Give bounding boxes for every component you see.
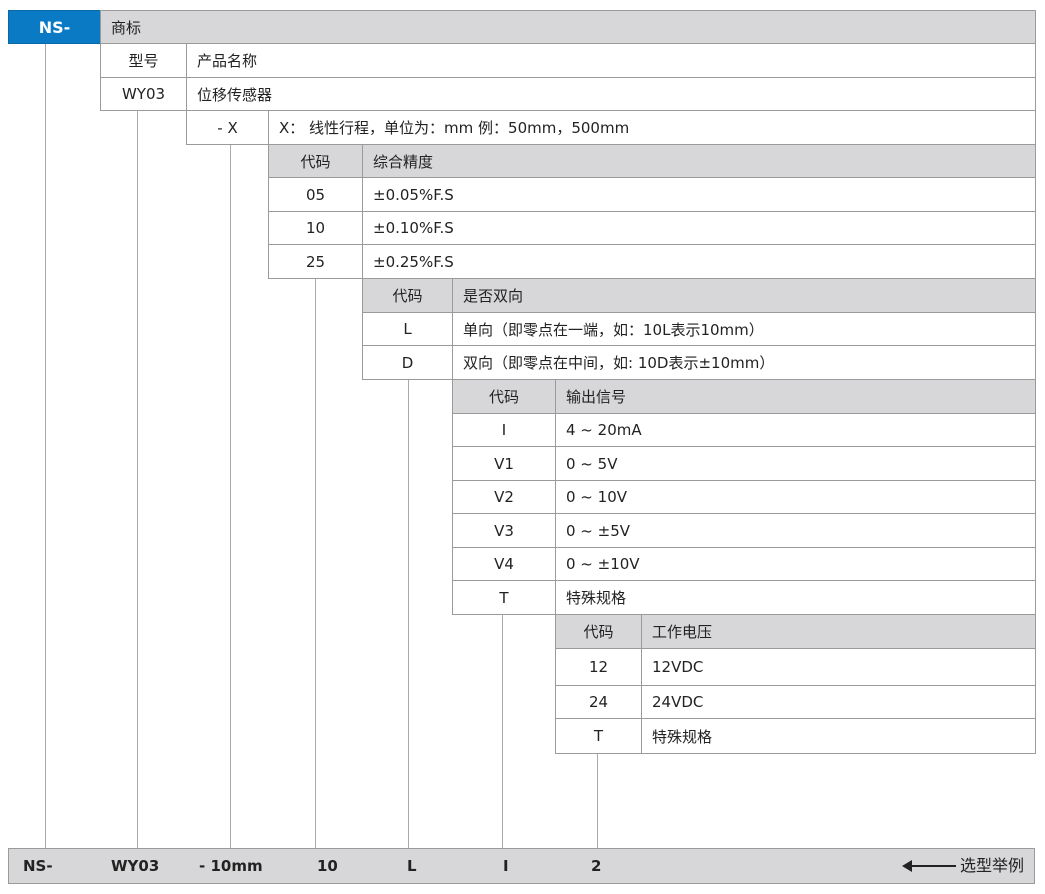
output-row-code: I [452,413,556,447]
example-label: 选型举例 [901,849,1024,883]
voltage-row-code: T [555,718,642,754]
direction-header-desc: 是否双向 [452,278,1036,313]
example-part: L [407,857,417,875]
voltage-header-desc: 工作电压 [641,614,1036,649]
voltage-header-code: 代码 [555,614,642,649]
direction-header-code: 代码 [362,278,453,313]
precision-row-desc: ±0.05%F.S [362,177,1036,212]
precision-row-code: 05 [268,177,363,212]
brand-label: 商标 [100,10,1036,44]
connector-line [408,379,409,848]
arrow-left-icon [901,860,956,872]
voltage-row-desc: 24VDC [641,685,1036,719]
example-bar: 选型举例 NS- WY03 - 10mm 10 L I 2 [8,848,1035,884]
voltage-row-code: 24 [555,685,642,719]
example-part: - 10mm [199,857,263,875]
output-row-desc: 0 ~ ±10V [555,547,1036,581]
example-part: WY03 [111,857,160,875]
output-row-desc: 0 ~ 5V [555,446,1036,481]
stroke-desc: X： 线性行程，单位为：mm 例：50mm，500mm [268,110,1036,145]
precision-row-code: 25 [268,244,363,279]
output-header-code: 代码 [452,379,556,414]
voltage-row-desc: 特殊规格 [641,718,1036,754]
connector-line [230,144,231,848]
model-name: 位移传感器 [186,77,1036,111]
brand-code: NS- [8,10,101,44]
output-header-desc: 输出信号 [555,379,1036,414]
model-header-name: 产品名称 [186,43,1036,78]
example-part: I [503,857,509,875]
voltage-row-desc: 12VDC [641,648,1036,686]
example-title: 选型举例 [959,856,1024,875]
output-row-desc: 0 ~ 10V [555,480,1036,514]
output-row-code: V4 [452,547,556,581]
direction-row-desc: 单向（即零点在一端，如：10L表示10mm） [452,312,1036,346]
model-code: WY03 [100,77,187,111]
voltage-row-code: 12 [555,648,642,686]
precision-header-desc: 综合精度 [362,144,1036,178]
stroke-code: - X [186,110,269,145]
precision-row-code: 10 [268,211,363,245]
precision-row-desc: ±0.25%F.S [362,244,1036,279]
output-row-desc: 特殊规格 [555,580,1036,615]
model-header-code: 型号 [100,43,187,78]
connector-line [45,43,46,848]
output-row-desc: 4 ~ 20mA [555,413,1036,447]
connector-line [502,614,503,848]
example-part: 2 [591,857,602,875]
connector-line [137,110,138,848]
output-row-desc: 0 ~ ±5V [555,513,1036,548]
direction-row-code: L [362,312,453,346]
output-row-code: V2 [452,480,556,514]
direction-row-desc: 双向（即零点在中间，如: 10D表示±10mm） [452,345,1036,380]
output-row-code: V3 [452,513,556,548]
output-row-code: V1 [452,446,556,481]
output-row-code: T [452,580,556,615]
connector-line [597,753,598,848]
direction-row-code: D [362,345,453,380]
precision-header-code: 代码 [268,144,363,178]
connector-line [315,278,316,848]
precision-row-desc: ±0.10%F.S [362,211,1036,245]
example-part: 10 [317,857,338,875]
example-part: NS- [23,857,53,875]
